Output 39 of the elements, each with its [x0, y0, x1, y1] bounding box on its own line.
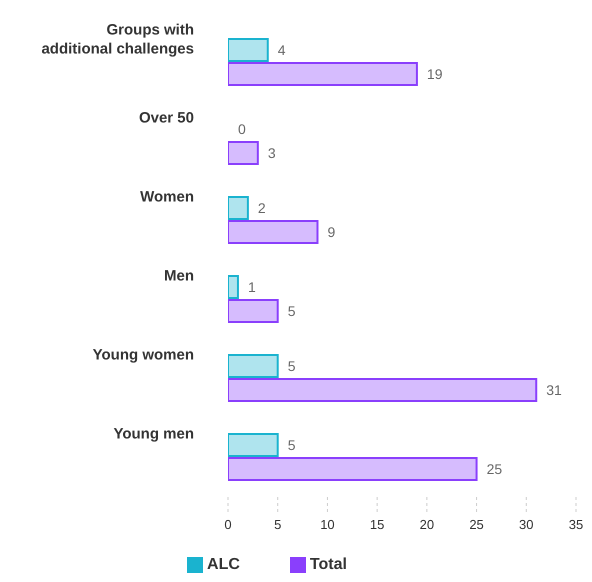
- data-label: 0: [238, 121, 246, 137]
- bar: [228, 196, 249, 220]
- bar: [228, 38, 269, 62]
- x-tick-label: 10: [320, 517, 335, 532]
- bar: [228, 220, 318, 244]
- data-label: 2: [258, 200, 266, 216]
- data-label: 1: [248, 279, 256, 295]
- x-tick-label: 15: [370, 517, 384, 532]
- data-label: 4: [278, 42, 286, 58]
- y-tick-label: Young women: [92, 346, 194, 364]
- y-tick-label: Men: [164, 268, 194, 284]
- bar: [228, 275, 239, 299]
- x-tick-label: 25: [469, 517, 484, 532]
- legend-label: ALC: [207, 556, 240, 573]
- legend-label: Total: [310, 556, 347, 573]
- data-label: 31: [546, 382, 562, 398]
- data-label: 25: [486, 461, 502, 477]
- x-tick-label: 20: [420, 517, 434, 532]
- x-tick-label: 30: [519, 517, 534, 532]
- y-tick-label: Women: [140, 188, 194, 206]
- bar: [228, 299, 279, 323]
- data-label: 5: [288, 358, 296, 374]
- x-tick-label: 5: [274, 517, 282, 532]
- bar: [228, 457, 478, 481]
- bar: [228, 354, 279, 378]
- bar: [228, 433, 279, 457]
- y-tick-label: Young men: [113, 426, 194, 442]
- data-label: 5: [288, 303, 296, 319]
- x-tick-label: 35: [568, 517, 584, 532]
- data-label: 3: [268, 145, 276, 161]
- data-label: 9: [327, 224, 336, 240]
- data-label: 5: [288, 437, 296, 453]
- y-tick-label: Over 50: [138, 110, 194, 126]
- bar: [228, 378, 538, 402]
- data-label: 19: [426, 66, 443, 82]
- bar: [228, 62, 418, 86]
- y-tick-label: Groups with additional challenges: [41, 22, 194, 58]
- x-tick-label: 0: [224, 517, 232, 532]
- bar: [228, 141, 259, 165]
